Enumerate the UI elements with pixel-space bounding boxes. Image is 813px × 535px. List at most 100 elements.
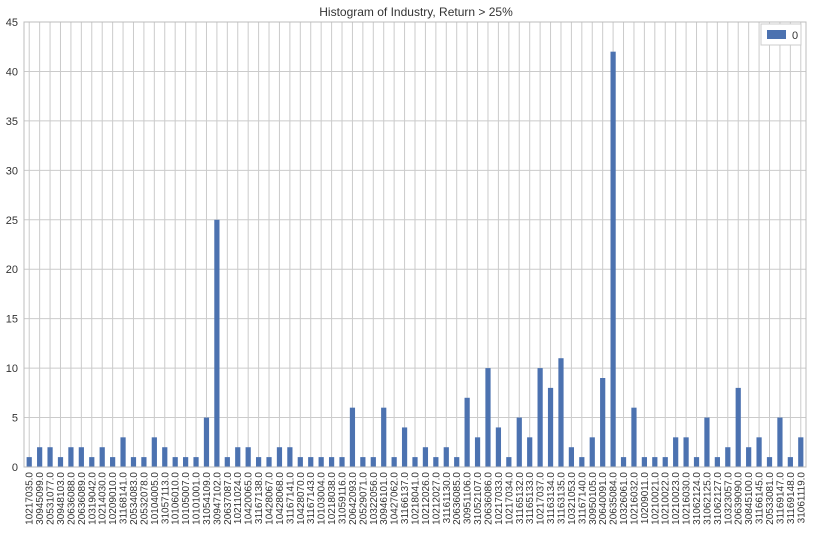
x-tick-label: 31167138.0 [254,472,265,525]
x-tick-label: 31062127.0 [713,472,724,525]
x-tick-labels: 10217035.0 30945099.0 20531077.0 30948103.0… [25,472,808,525]
bar [683,437,689,467]
legend-swatch [767,30,786,39]
y-tick-label: 0 [12,462,18,474]
bar [693,457,700,467]
bar [464,397,470,467]
x-tick-label: 31167140.0 [577,472,588,525]
bar [662,457,668,467]
x-tick-label: 31168141.0 [119,472,130,525]
bar [89,457,95,467]
bar [746,447,752,467]
x-tick-label: 20531077.0 [46,472,57,525]
grid-lines [24,21,806,468]
bar [485,368,491,467]
chart-title: Histogram of Industry, Return > 25% [319,5,513,19]
x-tick-label: 20533081.0 [765,472,776,525]
x-tick-label: 30950105.0 [588,472,599,525]
bar [349,407,356,467]
bar [610,51,616,468]
bar [57,457,64,467]
bar [26,457,32,467]
bar [224,457,230,467]
bar [673,437,679,467]
bar [766,457,773,467]
x-tick-label: 20635084.0 [609,472,620,525]
bar [558,358,564,467]
x-tick-label: 10210023.0 [671,472,682,525]
bar [255,457,262,467]
x-tick-label: 10214030.0 [98,472,109,525]
bar [339,457,345,467]
x-tick-label: 20636088.0 [66,472,77,525]
y-tick-label: 40 [6,66,18,78]
bar [162,447,168,467]
bar [318,457,324,467]
bar [443,447,449,467]
x-tick-label: 10217033.0 [494,472,505,525]
bar [547,387,554,467]
x-tick-label: 10103004.0 [317,472,328,525]
x-tick-label: 31059116.0 [338,472,349,525]
x-tick-label: 20640091.0 [598,472,609,525]
bar [78,447,84,467]
x-tick-label: 30947102.0 [212,472,223,525]
x-tick-label: 10322056.0 [369,472,380,525]
y-tick-label: 25 [6,215,18,227]
bar [641,457,647,467]
y-tick-labels: 0 5 10 15 20 25 30 35 40 45 [6,17,18,474]
bar [308,457,314,467]
bar [422,447,429,467]
legend: 0 [760,23,802,46]
bar [193,457,199,467]
bar [183,457,189,467]
bar [99,447,105,467]
x-tick-label: 31161130.0 [442,472,453,524]
legend-label: 0 [792,30,798,42]
bar [370,457,376,467]
x-tick-label: 31167143.0 [306,472,317,525]
x-tick-label: 30945099.0 [35,472,46,525]
bar [454,457,460,467]
x-tick-label: 31165132.0 [515,472,526,525]
x-tick-label: 10323057.0 [723,472,734,525]
bar [652,457,658,467]
bar [474,437,481,467]
bar [130,457,137,467]
bar [151,437,157,467]
x-tick-label: 10420065.0 [244,472,255,525]
x-tick-label: 10218041.0 [411,472,422,525]
x-tick-label: 20529071.0 [358,472,369,525]
bar [391,457,397,467]
x-tick-label: 31052107.0 [473,472,484,525]
x-tick-label: 31062125.0 [702,472,713,525]
x-tick-label: 31061119.0 [796,472,807,524]
x-tick-label: 20639090.0 [734,472,745,525]
y-tick-label: 45 [6,17,18,29]
x-tick-label: 31167141.0 [285,472,296,525]
x-tick-label: 20636085.0 [452,472,463,525]
bar [527,437,533,467]
bar [297,457,303,467]
bar [172,457,178,467]
x-tick-label: 31163134.0 [546,472,557,525]
bar [381,407,387,467]
bar [495,427,502,467]
x-tick-label: 31169148.0 [786,472,797,525]
x-tick-label: 10218038.0 [327,472,338,525]
x-tick-label: 30946101.0 [379,472,390,525]
x-tick-label: 20636086.0 [483,472,494,525]
bar [235,447,241,467]
plot-frame [23,21,807,468]
x-tick-label: 20636089.0 [77,472,88,525]
bar [287,447,293,467]
bar [579,457,585,467]
x-tick-label: 10210021.0 [650,472,661,525]
bar [787,457,793,467]
y-tick-label: 5 [12,413,18,425]
y-tick-label: 35 [6,116,18,128]
x-tick-label: 10101001.0 [192,472,203,525]
bar [568,447,575,467]
bar [276,447,283,467]
